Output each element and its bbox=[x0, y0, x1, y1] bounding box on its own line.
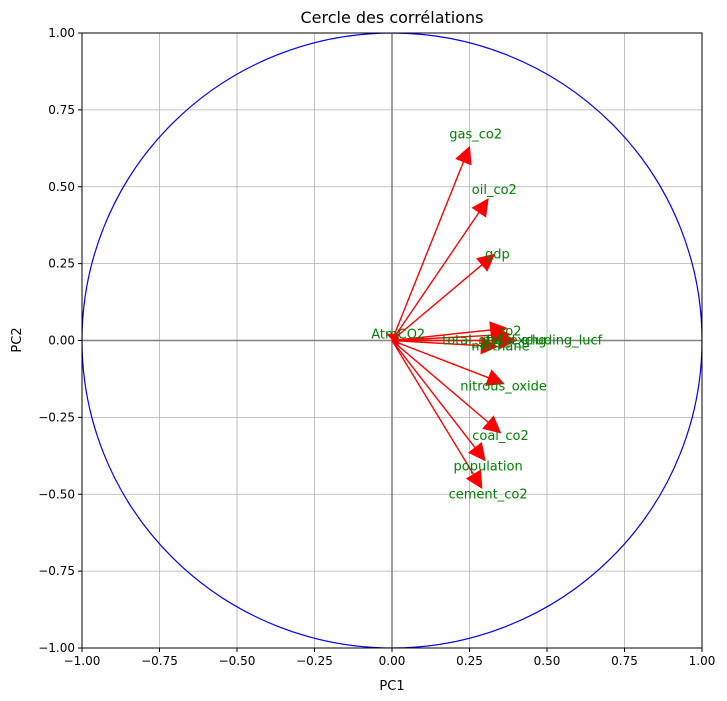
vector-label-total_ghg_excluding_lucf: total_ghg_excluding_lucf bbox=[442, 334, 603, 349]
y-tick-label: 0.25 bbox=[48, 257, 75, 271]
x-tick-label: 0.25 bbox=[456, 654, 483, 668]
arrow-nitrous_oxide bbox=[391, 339, 505, 386]
arrow-cement_co2 bbox=[391, 340, 483, 490]
x-tick-label: −1.00 bbox=[64, 654, 101, 668]
x-tick-label: −0.75 bbox=[141, 654, 178, 668]
x-tick-label: 1.00 bbox=[689, 654, 716, 668]
y-tick-label: −0.25 bbox=[38, 410, 75, 424]
y-axis-ticks: −1.00 −0.75 −0.50 −0.25 0.00 0.25 0.50 0.75 1.00 bbox=[38, 26, 82, 655]
y-tick-label: 0.75 bbox=[48, 103, 75, 117]
x-tick-label: 0.50 bbox=[534, 654, 561, 668]
arrow-gdp bbox=[391, 253, 496, 342]
vector-label-gdp: gdp bbox=[485, 247, 510, 262]
x-axis-label: PC1 bbox=[379, 679, 404, 694]
arrow-methane bbox=[391, 336, 499, 355]
arrow-population bbox=[391, 340, 486, 462]
vector-label-nitrous_oxide: nitrous_oxide bbox=[460, 380, 547, 395]
chart-title: Cercle des corrélations bbox=[300, 8, 483, 27]
vector-label-AtmCO2: AtmCO2 bbox=[371, 327, 425, 342]
vector-label-co2: co2 bbox=[498, 324, 521, 339]
loading-vectors bbox=[385, 145, 518, 490]
vector-label-cement_co2: cement_co2 bbox=[449, 487, 528, 502]
x-tick-label: 0.00 bbox=[379, 654, 406, 668]
y-tick-label: 0.00 bbox=[48, 334, 75, 348]
arrow-gas_co2 bbox=[391, 145, 472, 341]
vector-label-population: population bbox=[454, 460, 523, 475]
x-tick-label: 0.75 bbox=[611, 654, 638, 668]
x-axis-ticks: −1.00 −0.75 −0.50 −0.25 0.00 0.25 0.50 0.75 1.00 bbox=[64, 648, 716, 668]
x-tick-label: −0.25 bbox=[296, 654, 333, 668]
x-tick-label: −0.50 bbox=[219, 654, 256, 668]
vector-label-total_ghg: total_ghg bbox=[486, 334, 547, 349]
y-tick-label: −1.00 bbox=[38, 641, 75, 655]
vector-label-coal_co2: coal_co2 bbox=[472, 429, 529, 444]
arrow-oil_co2 bbox=[391, 198, 489, 341]
y-axis-label: PC2 bbox=[10, 327, 25, 352]
y-tick-label: 0.50 bbox=[48, 180, 75, 194]
vector-label-methane: methane bbox=[471, 340, 529, 355]
vector-label-oil_co2: oil_co2 bbox=[472, 183, 517, 198]
arrow-AtmCO2 bbox=[385, 333, 399, 347]
y-tick-label: −0.50 bbox=[38, 487, 75, 501]
arrow-coal_co2 bbox=[391, 339, 502, 434]
vector-label-gas_co2: gas_co2 bbox=[449, 127, 502, 142]
y-tick-label: 1.00 bbox=[48, 26, 75, 40]
y-tick-label: −0.75 bbox=[38, 564, 75, 578]
